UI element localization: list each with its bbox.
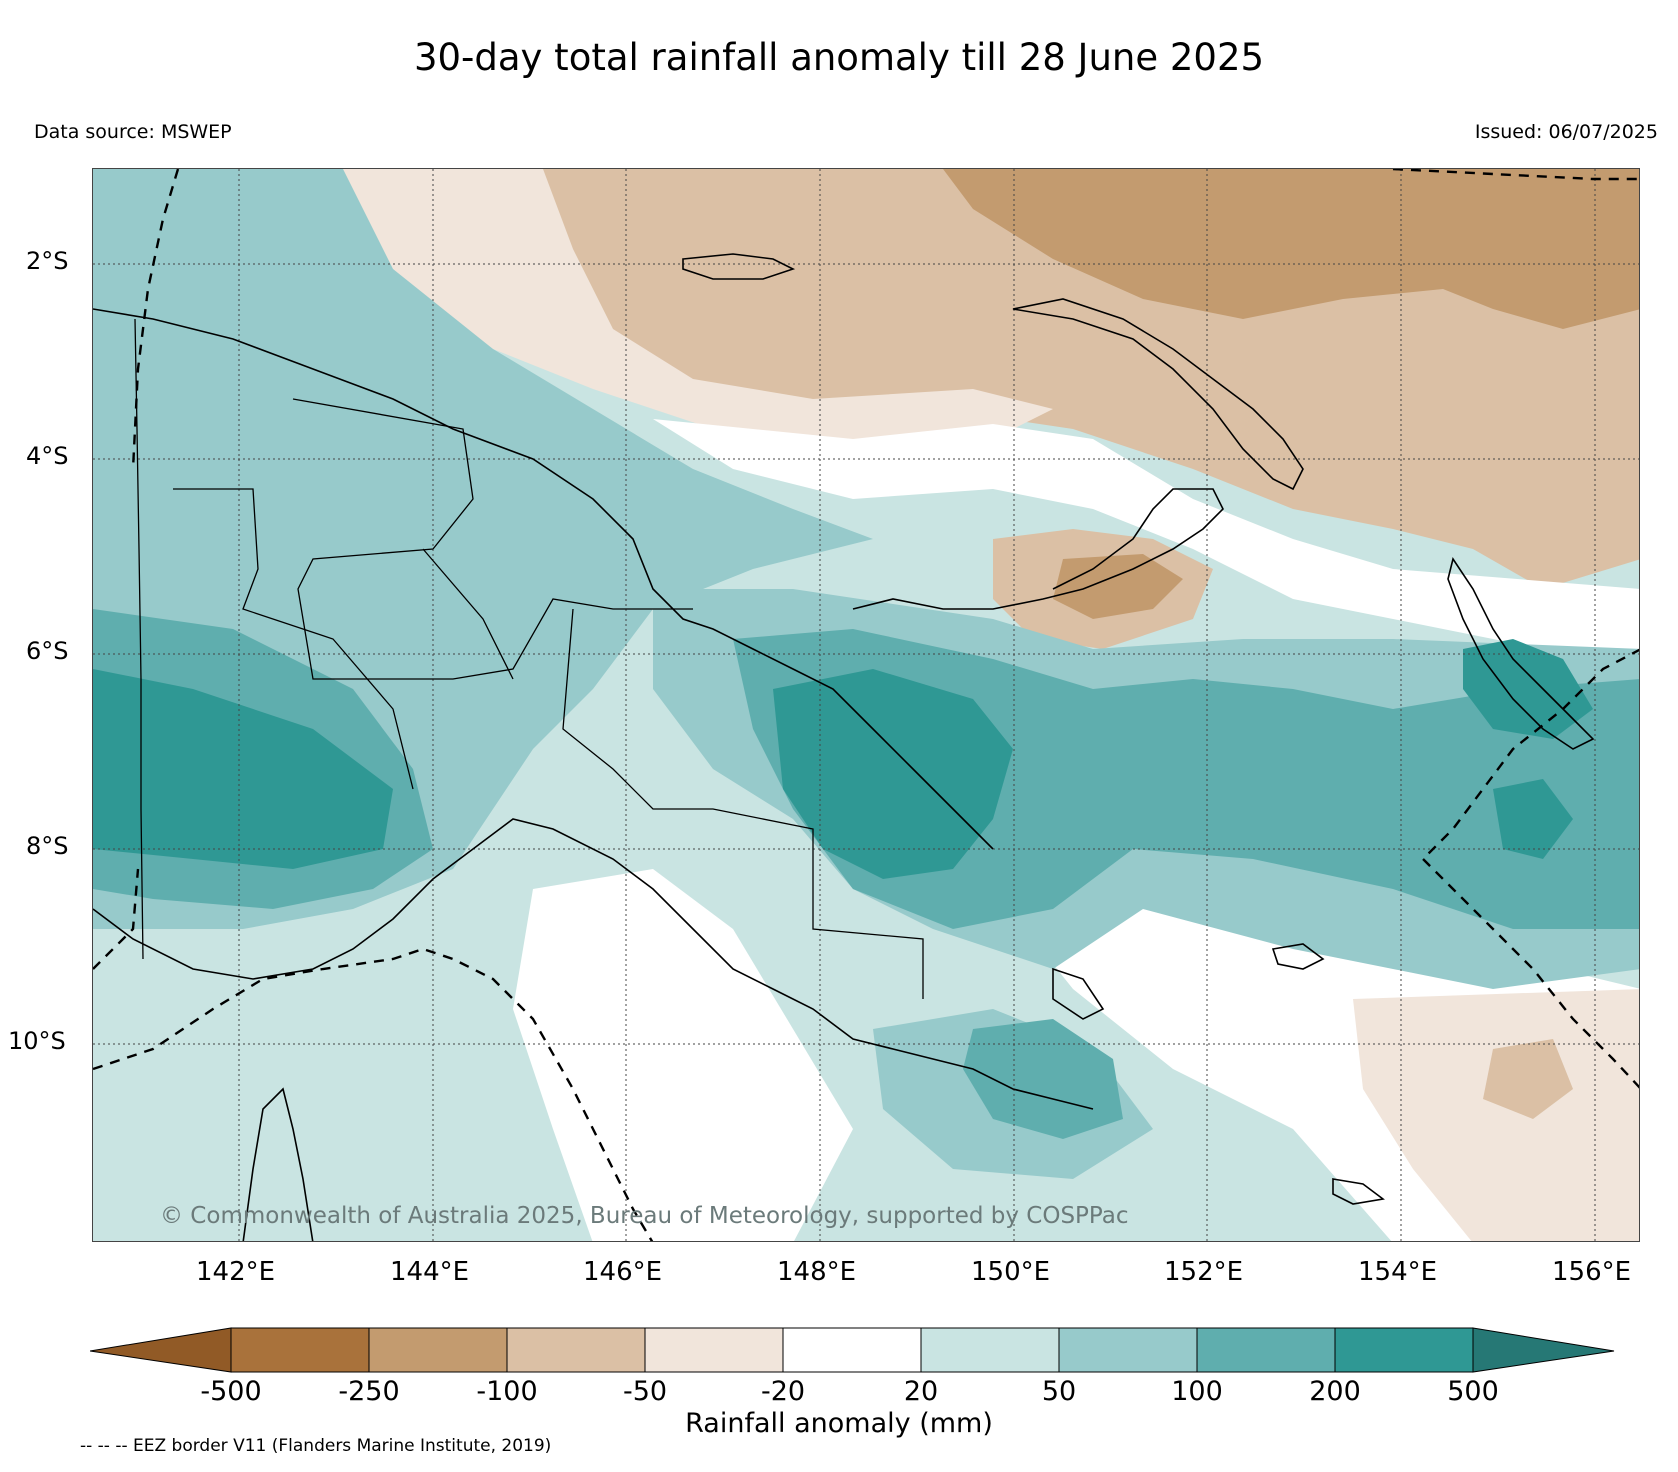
colorbar-tick-100: 100: [1171, 1376, 1223, 1407]
anomaly-region-dry-north-deep: [943, 169, 1639, 329]
coastline-island-c: [1052, 967, 1105, 1020]
coastline-bougainville: [1447, 557, 1595, 750]
lat-label-2s: 2°S: [26, 247, 69, 275]
coastline-cape-york: [242, 1087, 314, 1241]
anomaly-region-dry-north-light: [343, 169, 1053, 449]
anomaly-region-wet-max-east: [1463, 639, 1593, 739]
lat-label-8s: 8°S: [26, 832, 69, 860]
colorbar: [90, 1327, 1615, 1373]
rainfall-anomaly-map: [92, 168, 1640, 1242]
map-canvas: [93, 169, 1639, 1241]
lon-label-144e: 144°E: [390, 1257, 470, 1287]
anomaly-region-wet-max-central: [773, 669, 1013, 879]
eez-border-west: [131, 169, 180, 470]
colorbar-tick-200: 200: [1309, 1376, 1361, 1407]
colorbar-tick-500: 500: [1447, 1376, 1499, 1407]
lon-label-152e: 152°E: [1164, 1257, 1244, 1287]
eez-borders: [93, 169, 1639, 1241]
anomaly-region-dry-southeast: [1353, 989, 1639, 1241]
border-provinces: [292, 398, 924, 999]
colorbar-label: Rainfall anomaly (mm): [685, 1408, 993, 1439]
colorbar-extend-high: [1472, 1327, 1615, 1373]
colorbar-tick-minus-250: -250: [338, 1376, 400, 1407]
lat-label-10s: 10°S: [8, 1027, 66, 1055]
eez-border-southwest: [93, 947, 654, 1241]
eez-footnote: -- -- -- EEZ border V11 (Flanders Marine…: [80, 1436, 552, 1456]
graticule: [93, 169, 1639, 1241]
colorbar-tick-minus-100: -100: [476, 1376, 538, 1407]
map-title: 30-day total rainfall anomaly till 28 Ju…: [413, 36, 1265, 79]
coastline-new-ireland: [1012, 298, 1304, 491]
lon-label-156e: 156°E: [1552, 1257, 1632, 1287]
colorbar-bin-3: [506, 1327, 646, 1373]
colorbar-bin-8: [1196, 1327, 1336, 1373]
anomaly-region-wet-max-east-2: [1493, 779, 1573, 859]
colorbar-tick-minus-20: -20: [760, 1376, 806, 1407]
colorbar-bin-9: [1334, 1327, 1474, 1373]
anomaly-region-dry-southeast-patch: [1483, 1039, 1573, 1119]
colorbar-bin-6: [920, 1327, 1060, 1373]
lon-label-142e: 142°E: [196, 1257, 276, 1287]
coastline-manus: [682, 253, 796, 280]
colorbar-extend-low: [90, 1327, 232, 1373]
lon-label-148e: 148°E: [777, 1257, 857, 1287]
coastline-island-a: [1271, 943, 1325, 970]
lon-label-150e: 150°E: [971, 1257, 1051, 1287]
colorbar-bin-2: [368, 1327, 508, 1373]
lon-label-154e: 154°E: [1358, 1257, 1438, 1287]
anomaly-region-wet-max-west: [93, 669, 393, 869]
coastlines: [93, 253, 1595, 1241]
issued-date-label: Issued: 06/07/2025: [1474, 121, 1658, 143]
colorbar-bin-7: [1058, 1327, 1198, 1373]
anomaly-region-normal-band: [653, 419, 1639, 669]
lat-label-4s: 4°S: [26, 442, 69, 470]
coastline-island-b: [1332, 1178, 1385, 1205]
colorbar-tick-minus-500: -500: [200, 1376, 262, 1407]
lat-label-6s: 6°S: [26, 637, 69, 665]
colorbar-bin-4: [644, 1327, 784, 1373]
eez-border-east: [1421, 648, 1639, 1089]
border-wnb: [173, 488, 414, 790]
anomaly-region-normal-south: [513, 869, 853, 1241]
coastline-new-guinea-north: [93, 308, 994, 850]
anomaly-region-wet-high-islands: [963, 1019, 1123, 1139]
border-indonesia-png: [134, 318, 144, 960]
colorbar-bin-5: [782, 1327, 922, 1373]
eez-border-southwest-2: [93, 868, 140, 970]
colorbar-tick-minus-50: -50: [622, 1376, 668, 1407]
copyright-credit: © Commonwealth of Australia 2025, Bureau…: [160, 1203, 1129, 1229]
colorbar-tick-50: 50: [1041, 1376, 1077, 1407]
anomaly-region-dry-newbritain-deep: [1053, 554, 1183, 619]
colorbar-tick-20: 20: [903, 1376, 939, 1407]
eez-border-north: [1392, 169, 1639, 181]
data-source-label: Data source: MSWEP: [34, 121, 232, 143]
coastline-new-guinea-south: [93, 818, 1094, 1110]
coastline-new-britain: [852, 488, 1224, 610]
colorbar-bin-1: [230, 1327, 370, 1373]
borders: [134, 318, 924, 999]
lon-label-146e: 146°E: [583, 1257, 663, 1287]
